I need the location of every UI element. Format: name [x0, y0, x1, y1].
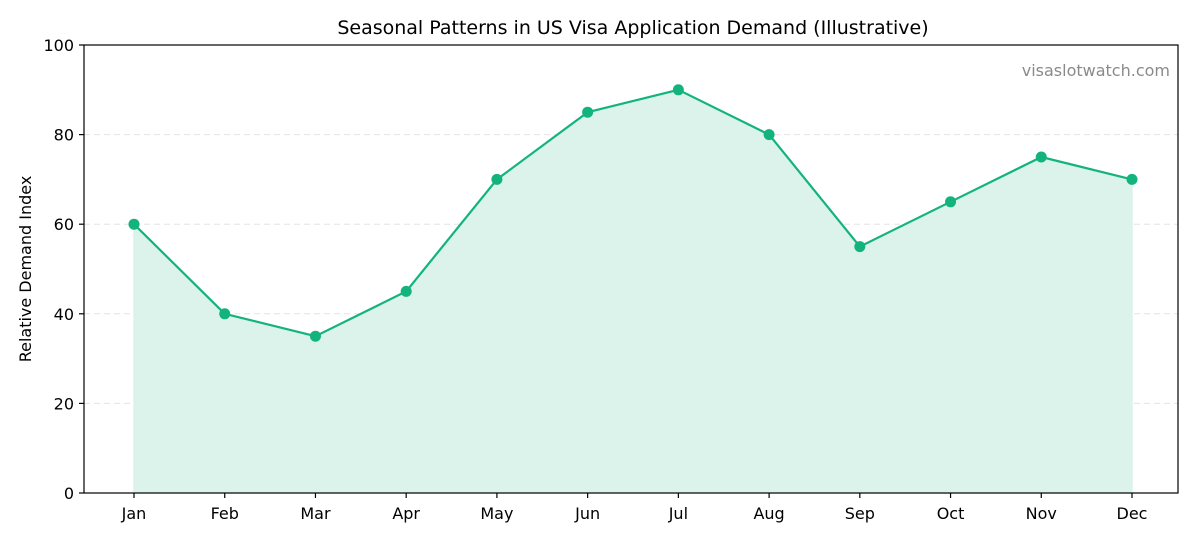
y-tick-label-40: 40: [54, 305, 74, 324]
data-point-aug: [763, 129, 775, 141]
data-point-jul: [672, 84, 684, 96]
x-tick-label-dec: Dec: [1117, 504, 1148, 523]
x-tick-label-sep: Sep: [845, 504, 875, 523]
axes-layer: [83, 44, 1179, 494]
x-tick-label-jun: Jun: [574, 504, 600, 523]
data-point-sep: [854, 241, 866, 253]
area-layer: [133, 89, 1133, 494]
data-point-dec: [1126, 173, 1138, 185]
y-tick-label-100: 100: [43, 36, 74, 55]
y-axis-label: Relative Demand Index: [16, 176, 35, 363]
marker-layer: [128, 84, 1138, 342]
data-point-feb: [219, 308, 231, 320]
data-point-mar: [309, 330, 321, 342]
plot-frame: [83, 44, 1179, 494]
data-point-may: [491, 173, 503, 185]
data-point-jun: [582, 106, 594, 118]
x-tick-label-oct: Oct: [937, 504, 965, 523]
x-tick-label-jan: Jan: [121, 504, 147, 523]
x-tick-label-mar: Mar: [300, 504, 331, 523]
ticks-layer: 0 20 40 60 80 100 Jan Feb Mar Apr May Jun Jul Aug Sep O…: [43, 36, 1147, 523]
x-tick-label-aug: Aug: [753, 504, 784, 523]
chart-title: Seasonal Patterns in US Visa Application…: [337, 17, 928, 39]
data-point-jan: [128, 218, 140, 230]
x-tick-label-feb: Feb: [211, 504, 239, 523]
x-tick-label-jul: Jul: [668, 504, 688, 523]
data-point-apr: [400, 285, 412, 297]
y-tick-label-80: 80: [54, 126, 74, 145]
x-tick-label-apr: Apr: [392, 504, 420, 523]
data-point-oct: [945, 196, 957, 208]
watermark-text: visaslotwatch.com: [1022, 61, 1170, 80]
data-point-nov: [1035, 151, 1047, 163]
y-tick-label-60: 60: [54, 215, 74, 234]
line-layer: [133, 88, 1133, 338]
y-tick-label-20: 20: [54, 394, 74, 413]
x-tick-label-nov: Nov: [1026, 504, 1057, 523]
demand-area-fill: [133, 89, 1133, 494]
demand-series-line: [133, 88, 1133, 338]
x-tick-label-may: May: [480, 504, 513, 523]
y-tick-label-0: 0: [64, 484, 74, 503]
